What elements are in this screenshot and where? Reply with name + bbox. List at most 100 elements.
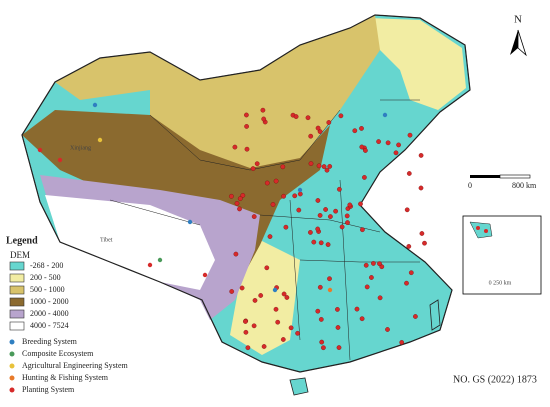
scale-bar: 0 800 km bbox=[468, 174, 537, 190]
site-point bbox=[308, 133, 314, 139]
site-point bbox=[396, 142, 401, 148]
site-point bbox=[337, 186, 342, 192]
site-point bbox=[376, 139, 381, 144]
site-point bbox=[328, 214, 333, 219]
site-point bbox=[233, 251, 239, 257]
site-point bbox=[311, 239, 317, 245]
dem-title: DEM bbox=[10, 250, 30, 260]
system-label: Hunting & Fishing System bbox=[22, 373, 109, 382]
site-point bbox=[382, 112, 388, 118]
arrow-left bbox=[510, 30, 518, 55]
site-point bbox=[234, 201, 240, 206]
site-point bbox=[333, 208, 338, 214]
site-point bbox=[92, 102, 98, 108]
site-point bbox=[250, 166, 256, 171]
site-point bbox=[275, 319, 281, 325]
site-point bbox=[281, 291, 287, 297]
site-point bbox=[363, 262, 369, 268]
system-symbol bbox=[9, 363, 15, 369]
inset-scale: 0 250 km bbox=[489, 280, 512, 286]
legend-title: Legend bbox=[6, 235, 38, 246]
site-point bbox=[288, 325, 294, 331]
site-point bbox=[327, 164, 333, 169]
site-point bbox=[317, 213, 323, 218]
site-point bbox=[321, 345, 326, 351]
site-point bbox=[336, 345, 342, 350]
site-point bbox=[293, 114, 299, 119]
north-arrow: N bbox=[510, 14, 527, 57]
site-point bbox=[359, 316, 365, 322]
site-point bbox=[187, 219, 193, 225]
site-point bbox=[229, 193, 234, 199]
inset-site bbox=[476, 226, 480, 230]
site-point bbox=[419, 231, 425, 236]
hainan-island bbox=[289, 377, 309, 396]
dem-label: 500 - 1000 bbox=[30, 285, 65, 294]
site-point bbox=[260, 107, 266, 113]
site-point bbox=[317, 129, 323, 134]
site-point bbox=[261, 116, 267, 122]
site-point bbox=[308, 161, 314, 166]
north-label: N bbox=[514, 14, 522, 26]
site-point bbox=[404, 207, 410, 213]
site-point bbox=[295, 330, 300, 336]
map-label: Tibet bbox=[100, 237, 113, 243]
site-point bbox=[360, 227, 365, 233]
site-point bbox=[406, 244, 412, 249]
approval-number: NO. GS (2022) 1873 bbox=[453, 374, 537, 385]
site-point bbox=[237, 196, 243, 201]
dem-swatch bbox=[9, 297, 25, 307]
dem-label: -268 - 200 bbox=[30, 261, 63, 270]
site-point bbox=[359, 126, 364, 131]
site-point bbox=[317, 284, 323, 290]
site-point bbox=[254, 161, 260, 167]
site-point bbox=[413, 314, 418, 319]
site-point bbox=[354, 306, 360, 312]
site-point bbox=[339, 224, 345, 230]
system-symbol bbox=[9, 387, 15, 393]
site-point bbox=[363, 148, 368, 153]
high-plateau-region bbox=[45, 195, 215, 290]
site-point bbox=[345, 220, 350, 225]
site-point bbox=[362, 175, 367, 180]
site-point bbox=[422, 240, 427, 246]
site-point bbox=[358, 201, 363, 207]
site-point bbox=[371, 261, 376, 266]
site-point bbox=[315, 125, 321, 131]
site-point bbox=[352, 128, 358, 134]
site-point bbox=[324, 167, 330, 173]
site-point bbox=[258, 293, 264, 298]
arrow-right bbox=[517, 29, 527, 57]
site-point bbox=[157, 257, 163, 263]
site-point bbox=[326, 120, 332, 125]
site-point bbox=[399, 340, 405, 345]
site-point bbox=[57, 157, 63, 163]
dem-label: 200 - 500 bbox=[30, 273, 61, 282]
site-point bbox=[418, 185, 424, 191]
dem-swatch bbox=[9, 321, 25, 331]
dem-swatch bbox=[9, 285, 25, 295]
dem-label: 4000 - 7524 bbox=[30, 321, 69, 330]
site-point bbox=[243, 319, 248, 324]
site-point bbox=[406, 171, 412, 176]
system-symbol bbox=[9, 351, 15, 357]
site-point bbox=[369, 275, 374, 280]
site-point bbox=[284, 295, 290, 300]
site-point bbox=[364, 284, 370, 290]
system-label: Composite Ecosystem bbox=[22, 349, 94, 358]
site-point bbox=[305, 115, 311, 121]
site-point bbox=[273, 306, 279, 312]
dem-swatch bbox=[9, 261, 25, 271]
site-point bbox=[97, 137, 103, 143]
site-point bbox=[377, 261, 382, 267]
system-label: Agricultural Engineering System bbox=[22, 361, 129, 370]
site-point bbox=[316, 163, 322, 169]
site-point bbox=[338, 113, 344, 119]
site-point bbox=[321, 164, 327, 169]
plain-region bbox=[230, 18, 466, 355]
site-point bbox=[229, 289, 235, 294]
site-points bbox=[37, 102, 427, 351]
site-point bbox=[385, 140, 391, 146]
site-point bbox=[239, 285, 245, 291]
site-point bbox=[315, 198, 321, 203]
